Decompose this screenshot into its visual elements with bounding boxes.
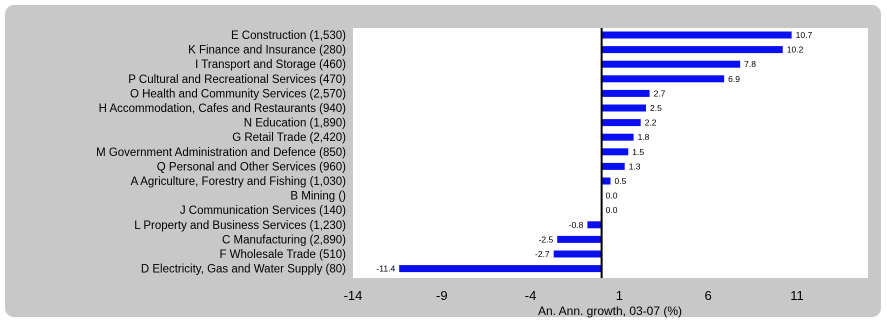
x-tick-label: -4 bbox=[525, 288, 537, 303]
category-label: Q Personal and Other Services (960) bbox=[157, 161, 346, 173]
data-label: 0.5 bbox=[615, 176, 627, 186]
data-label: 10.7 bbox=[796, 30, 813, 40]
bars-layer bbox=[399, 31, 792, 273]
data-label: 2.7 bbox=[654, 88, 666, 98]
data-label: 1.8 bbox=[638, 132, 650, 142]
data-label: 2.2 bbox=[645, 118, 657, 128]
bar bbox=[601, 177, 611, 185]
bar bbox=[553, 250, 602, 258]
bar bbox=[601, 104, 647, 112]
value-labels: 10.7 10.2 7.8 6.9 2.7 2.5 2.2 1.8 1.5 1.30.5 0.0 0.… bbox=[376, 30, 812, 274]
category-label: F Wholesale Trade (510) bbox=[219, 249, 346, 261]
category-label: J Communication Services (140) bbox=[180, 205, 346, 217]
data-label: 1.5 bbox=[632, 147, 644, 157]
data-label: 7.8 bbox=[744, 59, 756, 69]
bar bbox=[601, 60, 741, 68]
bar bbox=[601, 119, 641, 127]
category-label: N Education (1,890) bbox=[244, 118, 346, 130]
data-label: 2.5 bbox=[650, 103, 662, 113]
category-label: L Property and Business Services (1,230) bbox=[134, 220, 346, 232]
data-label: 10.2 bbox=[787, 45, 804, 55]
data-label: -2.5 bbox=[539, 234, 554, 244]
bar bbox=[601, 75, 725, 83]
x-axis-ticks: -14 -9 -4 1 6 11 bbox=[344, 288, 804, 303]
data-label: -2.7 bbox=[535, 249, 550, 259]
category-label: P Cultural and Recreational Services (47… bbox=[128, 74, 346, 86]
bar bbox=[601, 46, 783, 54]
category-label: A Agriculture, Forestry and Fishing (1,0… bbox=[131, 176, 347, 188]
data-label: 0.0 bbox=[606, 205, 618, 215]
x-tick-label: 1 bbox=[616, 288, 623, 303]
bar bbox=[601, 89, 650, 97]
data-label: 1.3 bbox=[629, 161, 641, 171]
category-label: B Mining () bbox=[290, 191, 346, 203]
category-label: G Retail Trade (2,420) bbox=[232, 132, 346, 144]
bar bbox=[601, 31, 792, 39]
data-label: 6.9 bbox=[728, 74, 740, 84]
x-axis-label: An. Ann. growth, 03-07 (%) bbox=[538, 304, 682, 318]
x-tick-label: 6 bbox=[705, 288, 712, 303]
category-labels: E Construction (1,530) K Finance and Insu… bbox=[96, 30, 346, 276]
category-label: K Finance and Insurance (280) bbox=[188, 45, 346, 57]
data-label: 0.0 bbox=[606, 191, 618, 201]
bar bbox=[601, 148, 629, 156]
category-label: D Electricity, Gas and Water Supply (80) bbox=[141, 264, 346, 276]
bar bbox=[601, 162, 625, 170]
category-label: M Government Administration and Defence … bbox=[96, 147, 346, 159]
category-label: H Accommodation, Cafes and Restaurants (… bbox=[99, 103, 347, 115]
x-tick-label: -14 bbox=[344, 288, 363, 303]
category-label: C Manufacturing (2,890) bbox=[222, 234, 346, 246]
bar bbox=[399, 265, 602, 273]
data-label: -11.4 bbox=[376, 264, 395, 274]
x-tick-label: -9 bbox=[436, 288, 448, 303]
bar bbox=[587, 221, 602, 229]
category-label: I Transport and Storage (460) bbox=[195, 59, 346, 71]
data-label: -0.8 bbox=[569, 220, 584, 230]
x-tick-label: 11 bbox=[790, 288, 804, 303]
category-label: O Health and Community Services (2,570) bbox=[130, 88, 346, 100]
bar bbox=[557, 235, 602, 243]
category-label: E Construction (1,530) bbox=[231, 30, 346, 42]
bar bbox=[601, 133, 634, 141]
